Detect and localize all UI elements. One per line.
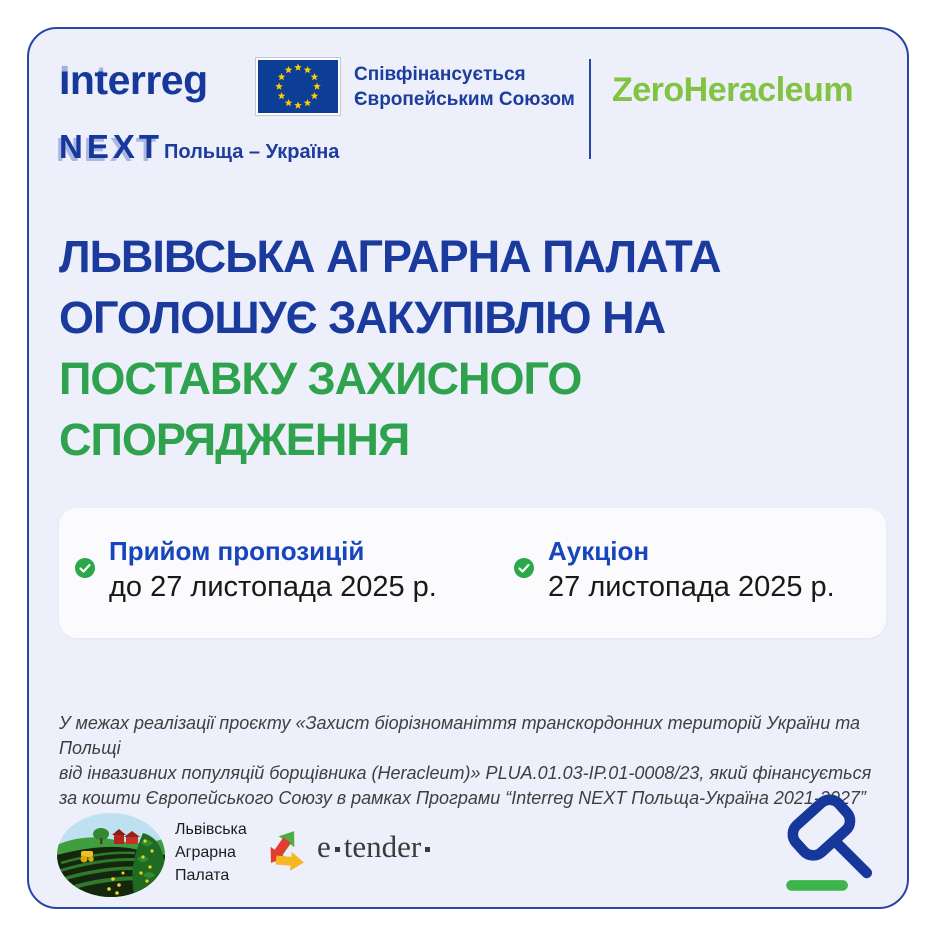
- interreg-logo: Interreg: [59, 57, 208, 103]
- project-funding-note: У межах реалізації проєкту «Захист біорі…: [59, 711, 904, 811]
- interreg-next-logo: NEXT: [59, 128, 164, 165]
- schedule-item-proposals: Прийом пропозицій до 27 листопада 2025 р…: [75, 534, 514, 638]
- schedule-card: Прийом пропозицій до 27 листопада 2025 р…: [59, 508, 886, 638]
- schedule-item-text: Аукціон 27 листопада 2025 р.: [548, 534, 835, 638]
- zeroheracleum-logo: ZeroHeracleum: [612, 71, 854, 109]
- schedule-item-date: 27 листопада 2025 р.: [548, 571, 835, 603]
- headline-line-4: СПОРЯДЖЕННЯ: [59, 414, 410, 465]
- etender-prefix: e: [317, 829, 331, 864]
- eu-flag-icon: [255, 57, 341, 116]
- etender-dot-icon: [425, 846, 431, 852]
- eu-cofunded-line2: Європейським Союзом: [354, 89, 575, 110]
- check-circle-icon: [75, 558, 95, 578]
- headline-line-2: ОГОЛОШУЄ ЗАКУПІВЛЮ НА: [59, 292, 666, 343]
- etender-dot-icon: [334, 846, 340, 852]
- schedule-item-title: Прийом пропозицій: [109, 536, 365, 566]
- program-area-label: Польща – Україна: [164, 141, 340, 163]
- agrarian-chamber-name: Львівська Аграрна Палата: [175, 818, 247, 887]
- header-divider: [589, 59, 591, 159]
- gavel-icon: [786, 794, 873, 891]
- etender-name: tender: [343, 829, 422, 864]
- note-line-1: У межах реалізації проєкту «Захист біорі…: [59, 713, 861, 758]
- schedule-item-title: Аукціон: [548, 536, 650, 566]
- announcement-poster: Interreg Співфінансується Європейським С…: [27, 27, 909, 909]
- schedule-item-auction: Аукціон 27 листопада 2025 р.: [514, 534, 835, 638]
- etender-arrows-icon: [263, 825, 305, 872]
- eu-cofunded-line1: Співфінансується: [354, 64, 526, 85]
- check-circle-icon: [514, 558, 534, 578]
- note-line-2: від інвазивних популяцій борщівника (Her…: [59, 763, 872, 783]
- note-line-3: за кошти Європейського Союзу в рамках Пр…: [59, 788, 866, 808]
- headline-line-3: ПОСТАВКУ ЗАХИСНОГО: [59, 353, 582, 404]
- agrarian-chamber-logo: [57, 813, 165, 897]
- chamber-name-line2: Аграрна: [175, 844, 236, 861]
- schedule-item-date: до 27 листопада 2025 р.: [109, 571, 437, 603]
- chamber-name-line1: Львівська: [175, 821, 247, 838]
- chamber-name-line3: Палата: [175, 867, 230, 884]
- eu-cofunded-label: Співфінансується Європейським Союзом: [354, 62, 575, 112]
- etender-logo: e tender: [317, 829, 434, 865]
- headline-line-1: ЛЬВІВСЬКА АГРАРНА ПАЛАТА: [59, 231, 721, 282]
- schedule-item-text: Прийом пропозицій до 27 листопада 2025 р…: [109, 534, 437, 638]
- announcement-headline: ЛЬВІВСЬКА АГРАРНА ПАЛАТА ОГОЛОШУЄ ЗАКУПІ…: [59, 226, 721, 470]
